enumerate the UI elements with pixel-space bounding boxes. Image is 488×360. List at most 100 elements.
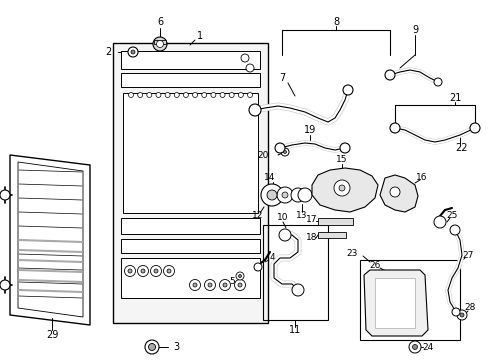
Circle shape	[189, 279, 200, 291]
Circle shape	[408, 341, 420, 353]
Bar	[113, 43, 267, 323]
Text: 1: 1	[197, 31, 203, 41]
Circle shape	[156, 93, 161, 98]
Circle shape	[219, 279, 230, 291]
Circle shape	[281, 148, 288, 156]
Circle shape	[220, 93, 224, 98]
Circle shape	[193, 283, 197, 287]
Circle shape	[150, 266, 161, 276]
Circle shape	[145, 340, 159, 354]
Circle shape	[283, 150, 286, 153]
Text: 11: 11	[288, 325, 301, 335]
Circle shape	[202, 93, 206, 98]
Bar	[317, 218, 352, 225]
Circle shape	[148, 343, 155, 351]
Circle shape	[137, 266, 148, 276]
Circle shape	[276, 187, 292, 203]
Text: 12: 12	[252, 211, 263, 220]
Circle shape	[384, 70, 394, 80]
Circle shape	[238, 93, 243, 98]
Bar	[121, 218, 260, 234]
Circle shape	[0, 190, 10, 200]
Circle shape	[236, 272, 244, 280]
Circle shape	[234, 279, 245, 291]
Bar	[121, 73, 260, 87]
Text: 23: 23	[346, 248, 357, 257]
Bar	[154, 40, 165, 44]
Circle shape	[338, 185, 345, 191]
Circle shape	[167, 269, 171, 273]
Circle shape	[207, 283, 212, 287]
Text: 26: 26	[368, 261, 380, 270]
Text: 3: 3	[173, 342, 179, 352]
Bar	[359, 260, 459, 340]
Circle shape	[433, 78, 441, 86]
Circle shape	[210, 93, 215, 98]
Text: 25: 25	[446, 211, 457, 220]
Circle shape	[451, 308, 459, 316]
Circle shape	[261, 184, 283, 206]
Text: 27: 27	[461, 251, 473, 260]
Circle shape	[204, 279, 215, 291]
Text: 18: 18	[305, 234, 317, 243]
Text: 16: 16	[415, 174, 427, 183]
Circle shape	[153, 37, 167, 51]
Circle shape	[141, 269, 145, 273]
Text: 10: 10	[277, 213, 288, 222]
Circle shape	[266, 190, 276, 200]
Circle shape	[245, 64, 253, 72]
Text: 14: 14	[264, 174, 275, 183]
Circle shape	[128, 47, 138, 57]
Circle shape	[146, 93, 151, 98]
Text: 22: 22	[455, 143, 468, 153]
Text: 28: 28	[464, 303, 475, 312]
Circle shape	[297, 188, 311, 202]
Bar	[123, 93, 258, 213]
Circle shape	[131, 50, 135, 54]
Circle shape	[138, 93, 142, 98]
Circle shape	[174, 93, 179, 98]
Polygon shape	[10, 155, 90, 325]
Polygon shape	[18, 162, 83, 317]
Circle shape	[290, 188, 305, 202]
Bar	[121, 51, 260, 69]
Circle shape	[163, 266, 174, 276]
Circle shape	[124, 266, 135, 276]
Circle shape	[229, 93, 234, 98]
Bar	[317, 232, 346, 238]
Circle shape	[247, 93, 252, 98]
Polygon shape	[379, 175, 417, 212]
Text: 24: 24	[422, 342, 433, 351]
Circle shape	[456, 310, 466, 320]
Circle shape	[0, 280, 10, 290]
Circle shape	[469, 123, 479, 133]
Circle shape	[449, 225, 459, 235]
Bar	[374, 278, 414, 328]
Circle shape	[128, 93, 133, 98]
Text: 9: 9	[411, 25, 417, 35]
Circle shape	[248, 104, 261, 116]
Circle shape	[389, 123, 399, 133]
Circle shape	[279, 229, 290, 241]
Circle shape	[238, 274, 241, 278]
Circle shape	[274, 143, 285, 153]
Text: 13: 13	[296, 211, 307, 220]
Text: 5: 5	[229, 278, 234, 287]
Circle shape	[333, 180, 349, 196]
Circle shape	[241, 54, 248, 62]
Circle shape	[154, 269, 158, 273]
Circle shape	[459, 313, 463, 317]
Circle shape	[183, 93, 188, 98]
Circle shape	[291, 284, 304, 296]
Bar	[121, 258, 260, 298]
Circle shape	[389, 187, 399, 197]
Text: 17: 17	[305, 216, 317, 225]
Circle shape	[282, 192, 287, 198]
Circle shape	[223, 283, 226, 287]
Circle shape	[156, 40, 163, 48]
Circle shape	[165, 93, 170, 98]
Text: 20: 20	[257, 150, 268, 159]
Circle shape	[342, 85, 352, 95]
Text: 21: 21	[448, 93, 460, 103]
Circle shape	[192, 93, 197, 98]
